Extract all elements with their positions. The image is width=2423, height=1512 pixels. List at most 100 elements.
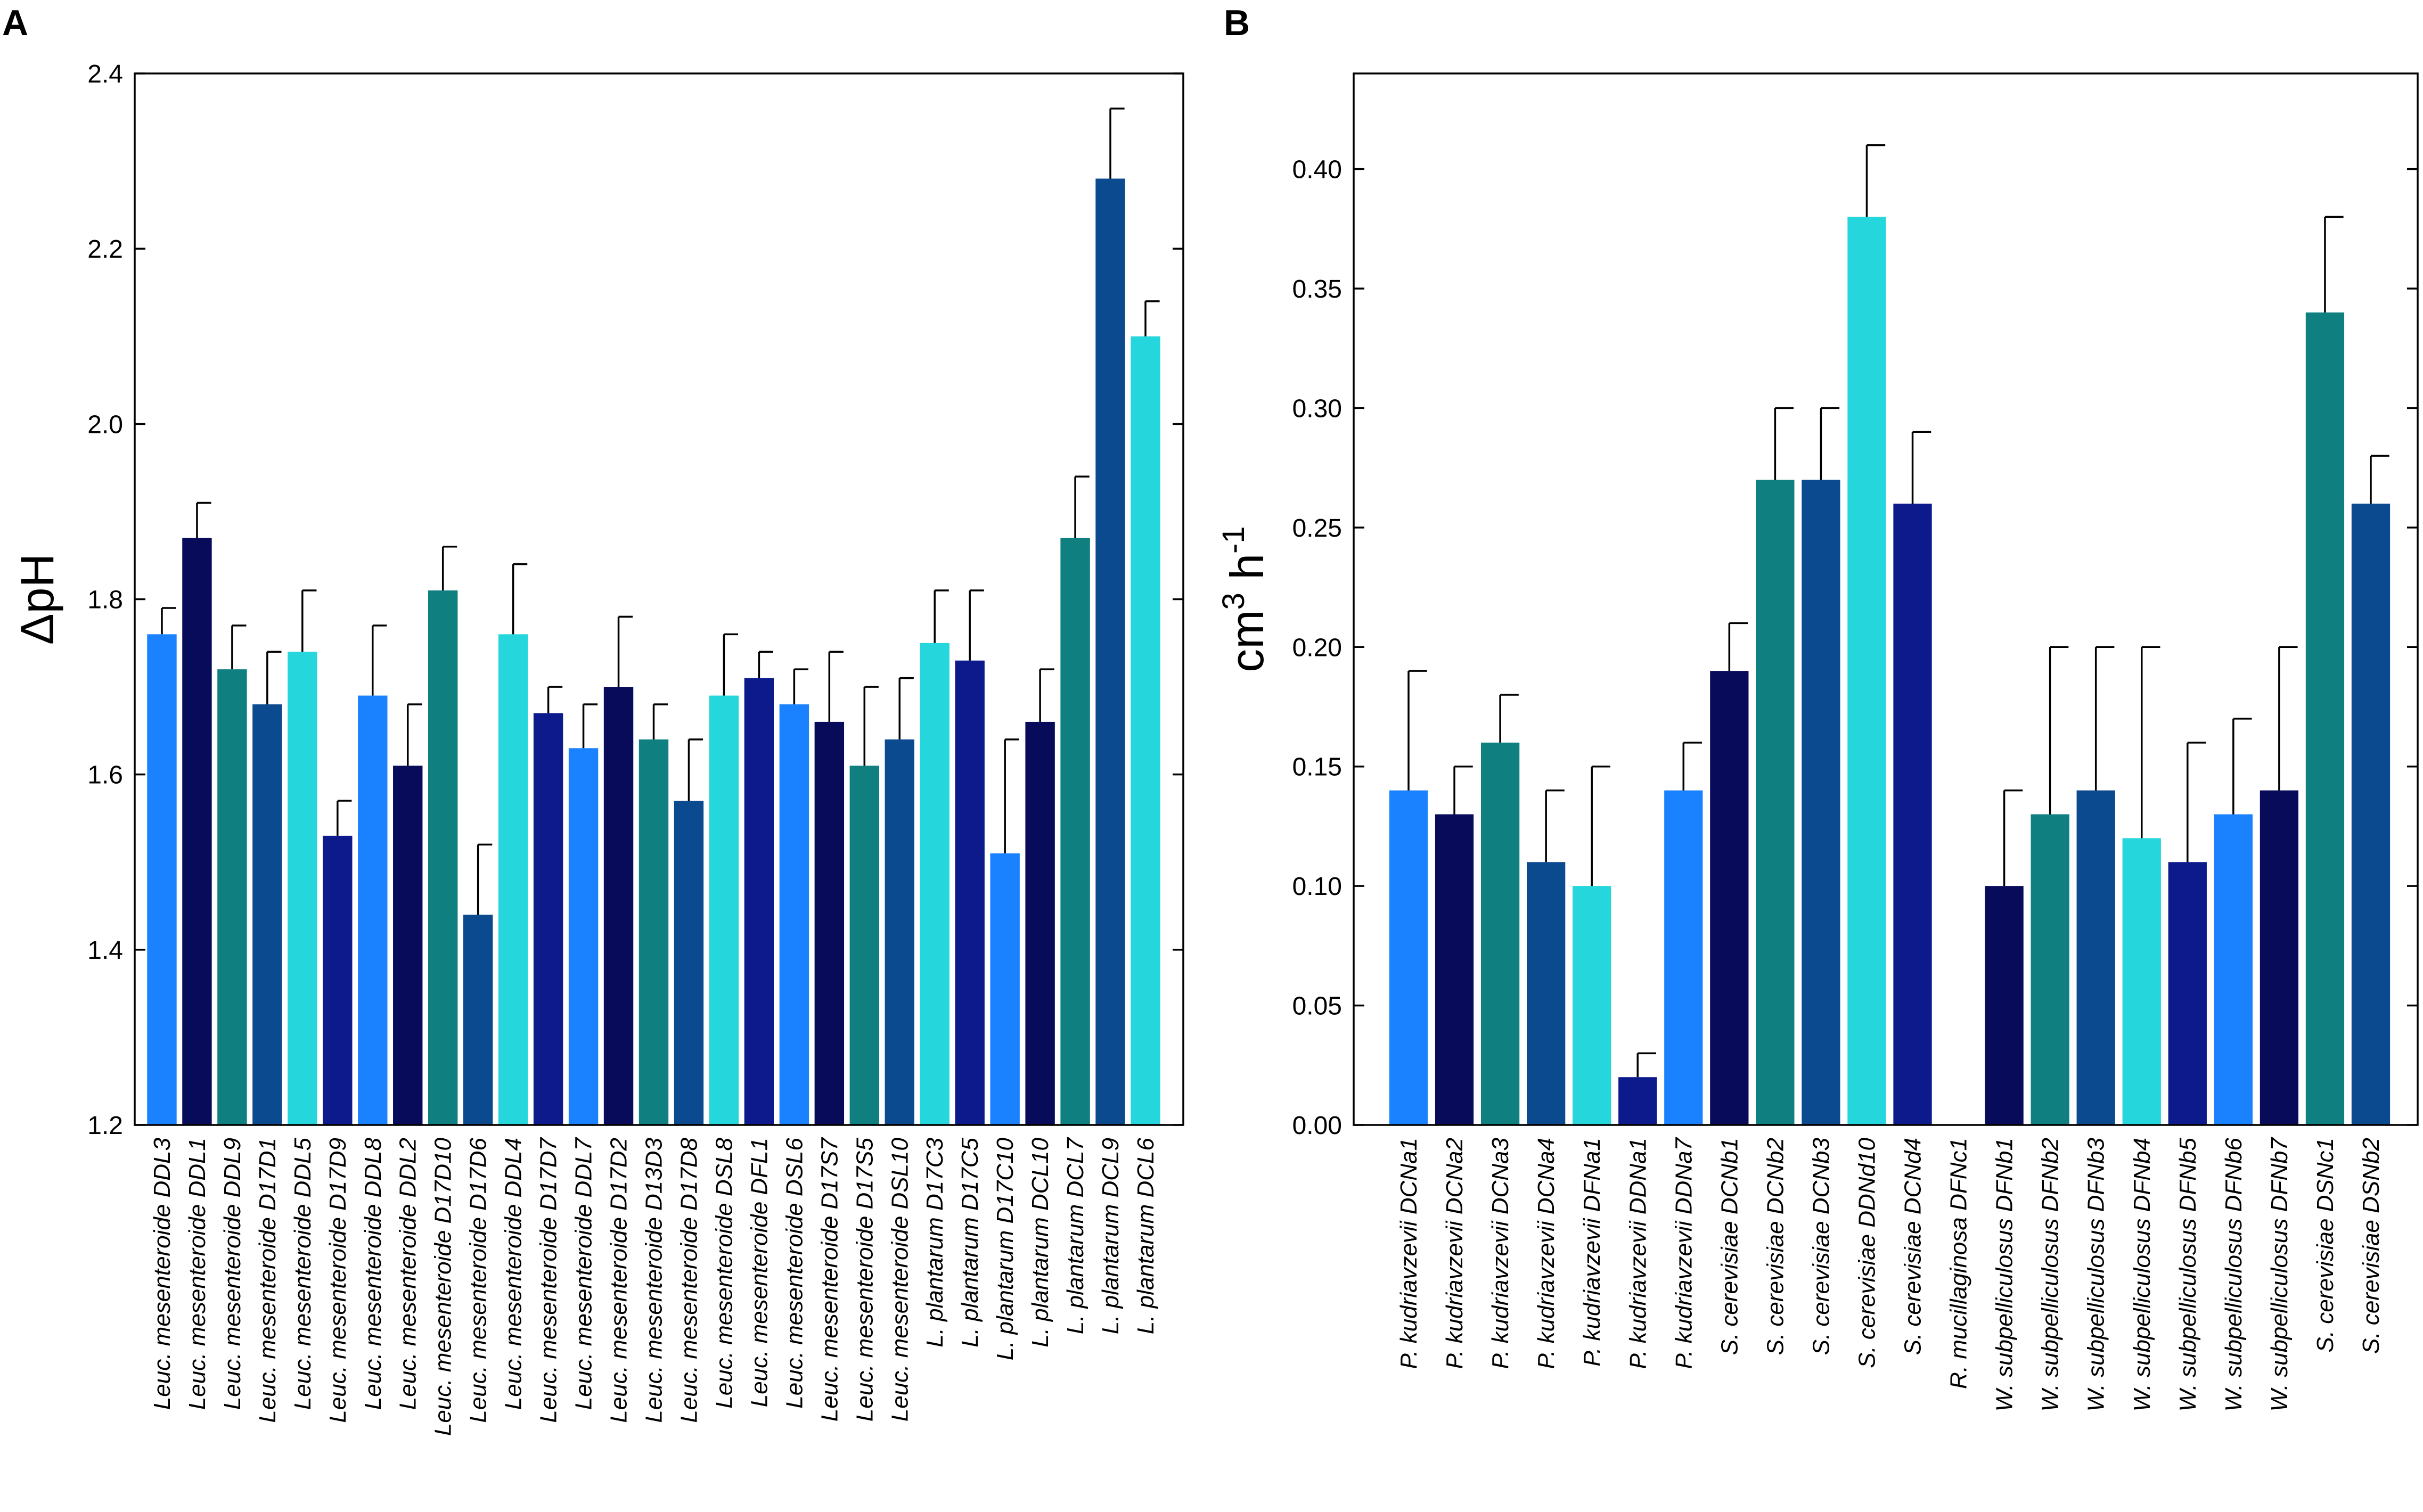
category-label: P. kudriavzevii DCNa2 — [1442, 1138, 1468, 1369]
category-label: Leuc. mesenteroide DDL2 — [395, 1138, 421, 1410]
bar — [885, 739, 914, 1125]
category-label: Leuc. mesenteroide D17D2 — [606, 1138, 632, 1423]
category-label: W. subpelliculosus DFNb4 — [2129, 1138, 2155, 1411]
y-tick-label: 0.00 — [1292, 1112, 1342, 1140]
bar — [709, 695, 739, 1125]
y-tick-label: 0.30 — [1292, 395, 1342, 423]
category-label: L. plantarum DCL10 — [1027, 1137, 1053, 1347]
bar — [393, 766, 423, 1125]
bar — [1389, 790, 1428, 1125]
category-label: Leuc. mesenteroide D17D10 — [430, 1137, 456, 1436]
bar — [323, 835, 353, 1125]
panel-a-y-axis-title: ΔpH — [11, 554, 63, 645]
bar — [533, 713, 563, 1125]
category-label: P. kudriavzevii DCNa3 — [1487, 1137, 1513, 1369]
bar — [182, 538, 212, 1125]
bar — [955, 660, 985, 1125]
bar — [217, 669, 247, 1125]
bar — [1060, 538, 1090, 1125]
panel-b-y-axis-title-mid: h — [1221, 554, 1273, 593]
bar — [252, 704, 282, 1125]
panel-b-y-axis-title-unit: cm — [1221, 610, 1273, 672]
category-label: Leuc. mesenteroide D17D8 — [676, 1137, 702, 1423]
bar — [1095, 178, 1125, 1125]
bar — [2351, 503, 2391, 1125]
bar — [2031, 814, 2069, 1125]
category-label: S. cerevisiae DCNd4 — [1900, 1138, 1926, 1355]
category-label: W. subpelliculosus DFNb6 — [2221, 1137, 2247, 1411]
panel-a-y-axis: 1.2 1.4 1.6 1.8 2.0 2.2 2.4 — [87, 60, 1183, 1140]
bar — [1802, 480, 1840, 1125]
panel-b-bars — [1389, 144, 2391, 1125]
panel-a-plot-frame — [134, 72, 1184, 1126]
category-label: Leuc. mesenteroide DDL4 — [501, 1138, 527, 1410]
panel-a-x-axis: Leuc. mesenteroide DDL3 Leuc. mesenteroid… — [149, 1137, 1159, 1436]
category-label: Leuc. mesenteroide DDL3 — [149, 1137, 175, 1410]
bar — [428, 590, 458, 1125]
category-label: Leuc. mesenteroide D13D3 — [641, 1137, 667, 1423]
bar — [603, 687, 634, 1125]
category-label: S. cerevisiae DCNb2 — [1762, 1138, 1788, 1355]
bar — [2260, 790, 2299, 1125]
category-label: W. subpelliculosus DFNb1 — [1992, 1138, 2018, 1411]
bar — [498, 634, 528, 1125]
bar — [1893, 503, 1932, 1125]
category-label: P. kudriavzevii DFNa1 — [1579, 1138, 1605, 1367]
category-label: Leuc. mesenteroide D17D9 — [325, 1138, 351, 1423]
panel-b-letter: B — [1224, 3, 1250, 43]
bar — [1527, 862, 1566, 1125]
bar — [1435, 814, 1474, 1125]
bar — [1985, 886, 2024, 1125]
category-label: Leuc. mesenteroide D17S7 — [816, 1137, 842, 1421]
bar — [814, 721, 845, 1125]
y-tick-label: 0.05 — [1292, 992, 1342, 1021]
category-label: Leuc. mesenteroide DSL8 — [711, 1137, 737, 1408]
bar — [1710, 671, 1749, 1125]
bar — [639, 739, 669, 1125]
category-label: W. subpelliculosus DFNb2 — [2037, 1138, 2064, 1411]
bar — [744, 678, 774, 1125]
category-label: Leuc. mesenteroide DDL7 — [571, 1137, 597, 1410]
bar — [1573, 886, 1611, 1125]
category-label: L. plantarum D17C10 — [992, 1137, 1018, 1360]
y-tick-label: 2.4 — [87, 60, 123, 88]
panel-b-y-axis-title-sup1: 3 — [1216, 593, 1251, 610]
category-label: Leuc. mesenteroide DDL8 — [360, 1137, 386, 1410]
bar — [2305, 312, 2345, 1125]
category-label: P. kudriavzevii DDNa7 — [1671, 1137, 1697, 1369]
category-label: W. subpelliculosus DFNb7 — [2266, 1137, 2293, 1411]
panel-a: A ΔpH 1.2 1.4 1.6 1.8 2.0 2.2 2.4 Leuc. mesent… — [2, 3, 1184, 1436]
category-label: P. kudriavzevii DCNa4 — [1533, 1138, 1559, 1369]
y-tick-label: 1.6 — [87, 761, 123, 790]
y-tick-label: 0.25 — [1292, 514, 1342, 543]
bar — [2122, 838, 2161, 1125]
category-label: L. plantarum D17C5 — [957, 1137, 983, 1347]
bar — [1847, 217, 1886, 1125]
bar — [288, 652, 317, 1125]
y-tick-label: 1.4 — [87, 936, 123, 965]
panel-a-bars — [147, 108, 1160, 1125]
bar — [674, 801, 704, 1125]
panel-b-y-axis-title-sup2: -1 — [1216, 526, 1251, 554]
category-label: S. cerevisiae DCNb1 — [1716, 1138, 1742, 1355]
bar — [1131, 336, 1160, 1125]
category-label: Leuc. mesenteroide DDL9 — [219, 1138, 245, 1410]
y-tick-label: 1.8 — [87, 586, 123, 614]
bar — [2214, 814, 2253, 1125]
bar — [1480, 742, 1520, 1125]
y-tick-label: 1.2 — [87, 1112, 123, 1140]
bar — [2076, 790, 2115, 1125]
category-label: P. kudriavzevii DDNa1 — [1625, 1138, 1651, 1369]
category-label: R. mucillaginosa DFNc1 — [1946, 1138, 1972, 1389]
y-tick-label: 0.35 — [1292, 275, 1342, 303]
y-tick-label: 2.0 — [87, 410, 123, 439]
y-tick-label: 0.40 — [1292, 156, 1342, 184]
category-label: L. plantarum DCL7 — [1062, 1137, 1088, 1334]
category-label: Leuc. mesenteroide DSL10 — [887, 1137, 913, 1421]
panel-b-y-axis-title: cm3 h-1 — [1216, 526, 1273, 672]
bar — [849, 766, 879, 1125]
bar — [1618, 1077, 1657, 1125]
panel-b-plot-frame — [1353, 72, 2419, 1126]
y-tick-label: 0.15 — [1292, 753, 1342, 782]
category-label: Leuc. mesenteroide DFL1 — [746, 1138, 772, 1407]
